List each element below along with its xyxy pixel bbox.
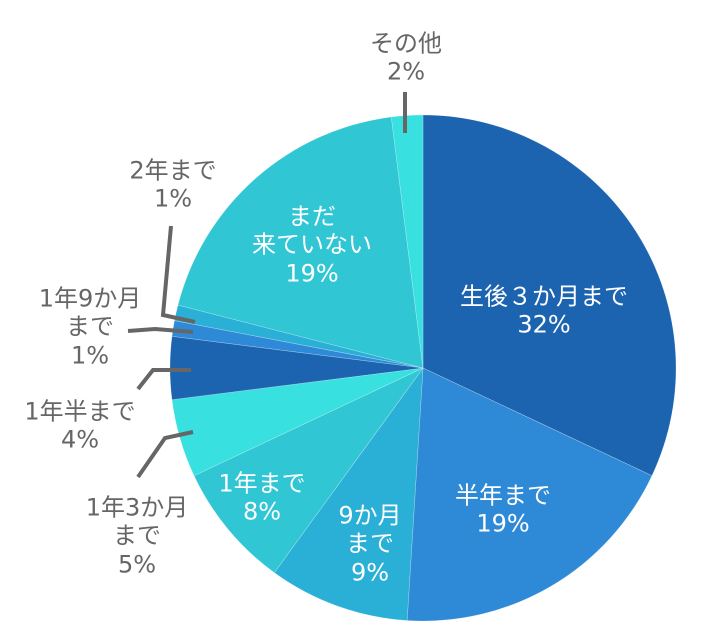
leader-line (160, 225, 196, 324)
slice-category: 生後３か月まで (460, 282, 628, 311)
slice-category: 1年9か月 (38, 284, 142, 313)
slice-category: まで (346, 529, 394, 558)
leader-line (136, 368, 191, 391)
leader-line (136, 430, 194, 479)
pie-slice (193, 367, 424, 574)
pie-slice (422, 114, 677, 477)
leader-line (127, 326, 194, 334)
slice-category: その他 (370, 29, 442, 58)
slice-label: 1年9か月 まで 1% (39, 285, 142, 370)
slice-category: 1年3か月 (85, 493, 189, 522)
slice-percent: 1% (153, 185, 193, 213)
slice-category: 1年まで (218, 469, 306, 498)
pie-slices (169, 114, 677, 622)
leader-lines (127, 92, 407, 479)
slice-label: まだ 来ていない 19% (252, 203, 372, 288)
pie-slice (171, 320, 424, 369)
pie-slice (174, 304, 424, 369)
slice-category: 来ていない (252, 230, 372, 259)
slice-category: まで (112, 521, 161, 550)
slice-label: その他 2% (370, 30, 442, 87)
slice-label: 1年まで 8% (218, 470, 305, 527)
slice-label: 生後３か月まで 32% (460, 283, 628, 340)
slice-category: 1年半まで (24, 397, 136, 426)
slice-label: 1年半まで 4% (24, 398, 135, 455)
slice-percent: 19% (476, 510, 530, 538)
slice-category: まだ (288, 202, 336, 231)
slice-label: 2年まで 1% (129, 157, 216, 214)
slice-percent: 32% (517, 311, 571, 339)
slice-category: 2年まで (129, 156, 217, 185)
slice-percent: 4% (60, 426, 100, 454)
pie-slice (390, 114, 424, 369)
slice-label: 9か月 まで 9% (338, 502, 401, 587)
slice-label: 1年3か月 まで 5% (86, 494, 189, 579)
pie-slice (171, 367, 424, 477)
slice-percent: 19% (285, 259, 339, 288)
pie-slice (406, 367, 653, 622)
slice-percent: 8% (242, 498, 282, 526)
slice-label: 半年まで 19% (455, 482, 551, 539)
slice-category: まで (65, 312, 114, 341)
pie-slice (273, 366, 424, 621)
pie-slice (177, 116, 424, 369)
slice-percent: 1% (70, 341, 110, 370)
slice-category: 9か月 (338, 501, 402, 530)
slice-percent: 2% (386, 58, 426, 86)
slice-category: 半年まで (455, 481, 551, 510)
slice-percent: 5% (117, 550, 157, 579)
slice-percent: 9% (350, 558, 390, 587)
